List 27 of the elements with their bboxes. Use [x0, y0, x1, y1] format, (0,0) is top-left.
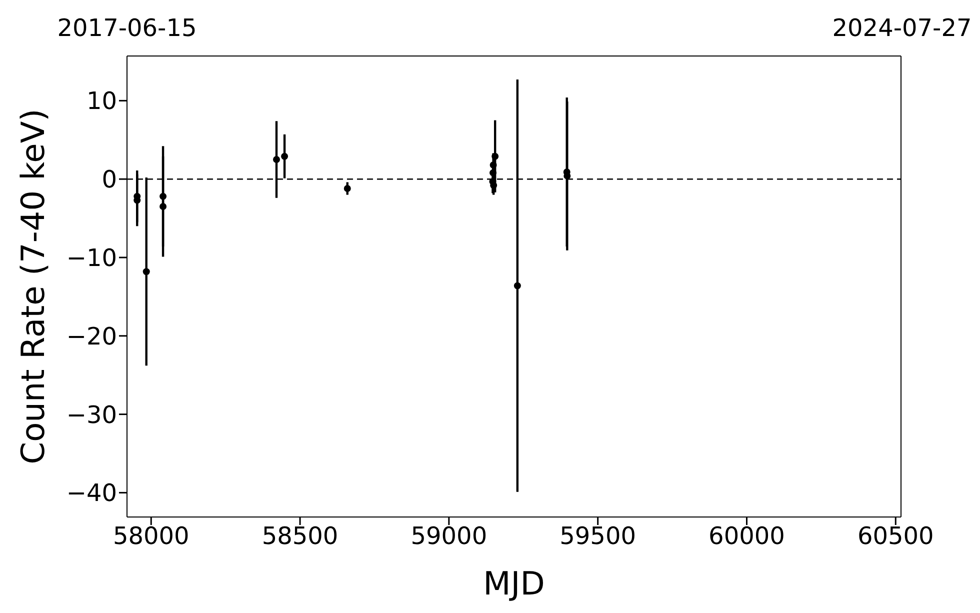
point — [160, 203, 167, 210]
text: 2024-07-27 — [832, 14, 972, 42]
x-tick-label: 60500 — [857, 522, 934, 550]
point — [490, 182, 498, 189]
x-tick-label: 60000 — [708, 522, 785, 550]
y-tick-label: −10 — [66, 244, 117, 272]
y-tick-label: −30 — [66, 400, 117, 429]
point — [281, 152, 288, 160]
y-tick-label: 0 — [102, 166, 117, 194]
point — [344, 185, 351, 192]
x-tick-label: 58500 — [262, 522, 338, 550]
x-axis-title: MJD — [483, 564, 545, 602]
point — [160, 192, 167, 200]
point — [490, 169, 497, 176]
y-tick-label: −20 — [66, 322, 117, 350]
text: 2017-06-15 — [57, 14, 197, 42]
point — [514, 282, 521, 290]
point — [490, 161, 497, 168]
point — [142, 268, 150, 276]
x-tick-label: 58000 — [112, 522, 190, 550]
y-tick-label: −40 — [66, 479, 117, 508]
x-tick-label: 59500 — [560, 522, 636, 550]
y-axis-title: Count Rate (7-40 keV) — [14, 108, 52, 464]
point — [492, 152, 499, 160]
x-tick-label: 59000 — [410, 522, 488, 550]
y-tick-label: 10 — [86, 87, 117, 116]
point — [273, 156, 280, 163]
